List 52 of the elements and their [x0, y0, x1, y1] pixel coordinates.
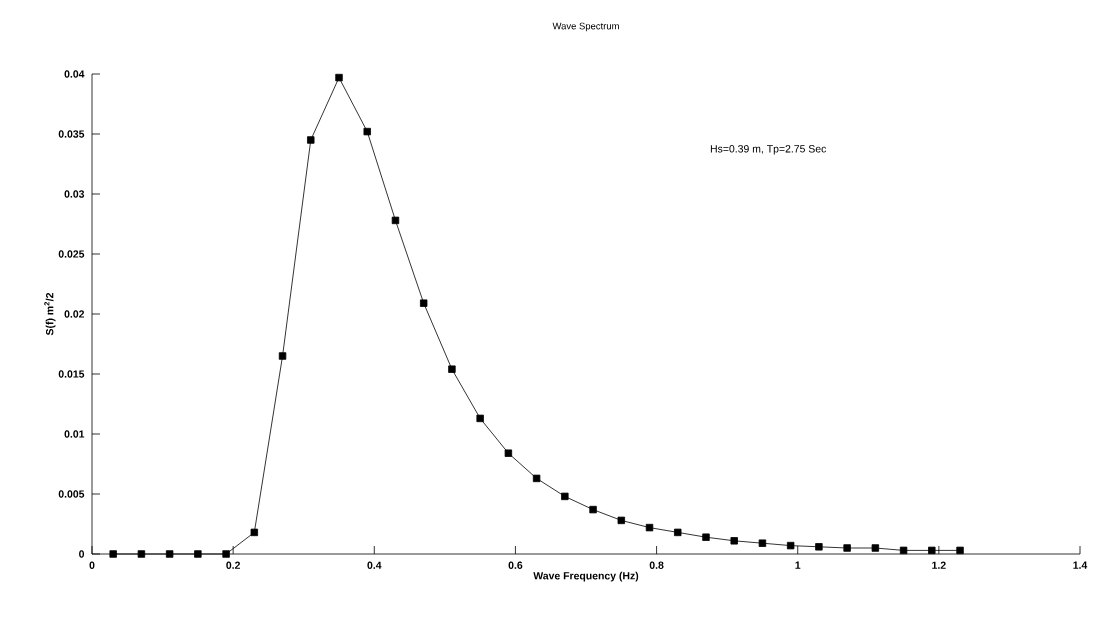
y-tick-label: 0.035	[58, 130, 85, 138]
point	[786, 541, 795, 550]
point	[843, 544, 851, 552]
point	[109, 550, 117, 558]
point	[815, 543, 823, 551]
point	[928, 546, 936, 555]
x-tick-label: 0.6	[508, 561, 523, 569]
point	[307, 136, 315, 144]
point	[194, 550, 202, 558]
point	[335, 73, 343, 82]
x-tick-label: 0.8	[649, 561, 664, 569]
point	[504, 449, 513, 457]
point	[561, 492, 569, 501]
point	[758, 539, 767, 547]
x-tick-label: 0	[89, 561, 95, 569]
y-tick-label: 0.025	[58, 250, 85, 258]
y-tick-label: 0.04	[64, 70, 85, 78]
y-tick-label: 0.005	[58, 490, 85, 498]
y-axis-title: S(f) m$^{2}$/2	[44, 292, 56, 336]
y-tick-label: 0.02	[64, 310, 85, 318]
point	[730, 537, 738, 545]
point	[956, 546, 964, 555]
y-tick-label: 0.03	[64, 190, 85, 198]
x-tick-label: 1	[795, 561, 801, 569]
point	[391, 216, 400, 225]
annotation: Hs=0.39 m, Tp=2.75 Sec	[710, 145, 827, 155]
point	[617, 516, 625, 525]
y-tick-label: 0	[79, 550, 85, 558]
point	[278, 352, 287, 360]
point	[419, 299, 428, 307]
point	[363, 127, 371, 136]
x-tick-label: 0.2	[226, 561, 240, 569]
x-axis-title: Wave Frequency (Hz)	[533, 571, 639, 582]
point	[222, 550, 230, 558]
point	[645, 523, 654, 532]
point	[899, 546, 908, 555]
point	[702, 533, 710, 541]
y-tick-label: 0.015	[58, 370, 85, 378]
point	[250, 528, 259, 537]
point	[674, 528, 682, 537]
point	[589, 505, 597, 514]
chart-title: Wave Spectrum	[552, 22, 619, 32]
point	[137, 550, 146, 558]
point	[532, 474, 541, 483]
x-tick-label: 0.4	[367, 561, 382, 569]
point	[476, 414, 484, 423]
x-tick-label: 1.4	[1073, 561, 1088, 569]
y-tick-label: 0.01	[64, 430, 85, 438]
x-tick-label: 1.2	[932, 561, 946, 569]
point	[165, 550, 174, 558]
point	[871, 544, 880, 552]
point	[448, 365, 456, 373]
